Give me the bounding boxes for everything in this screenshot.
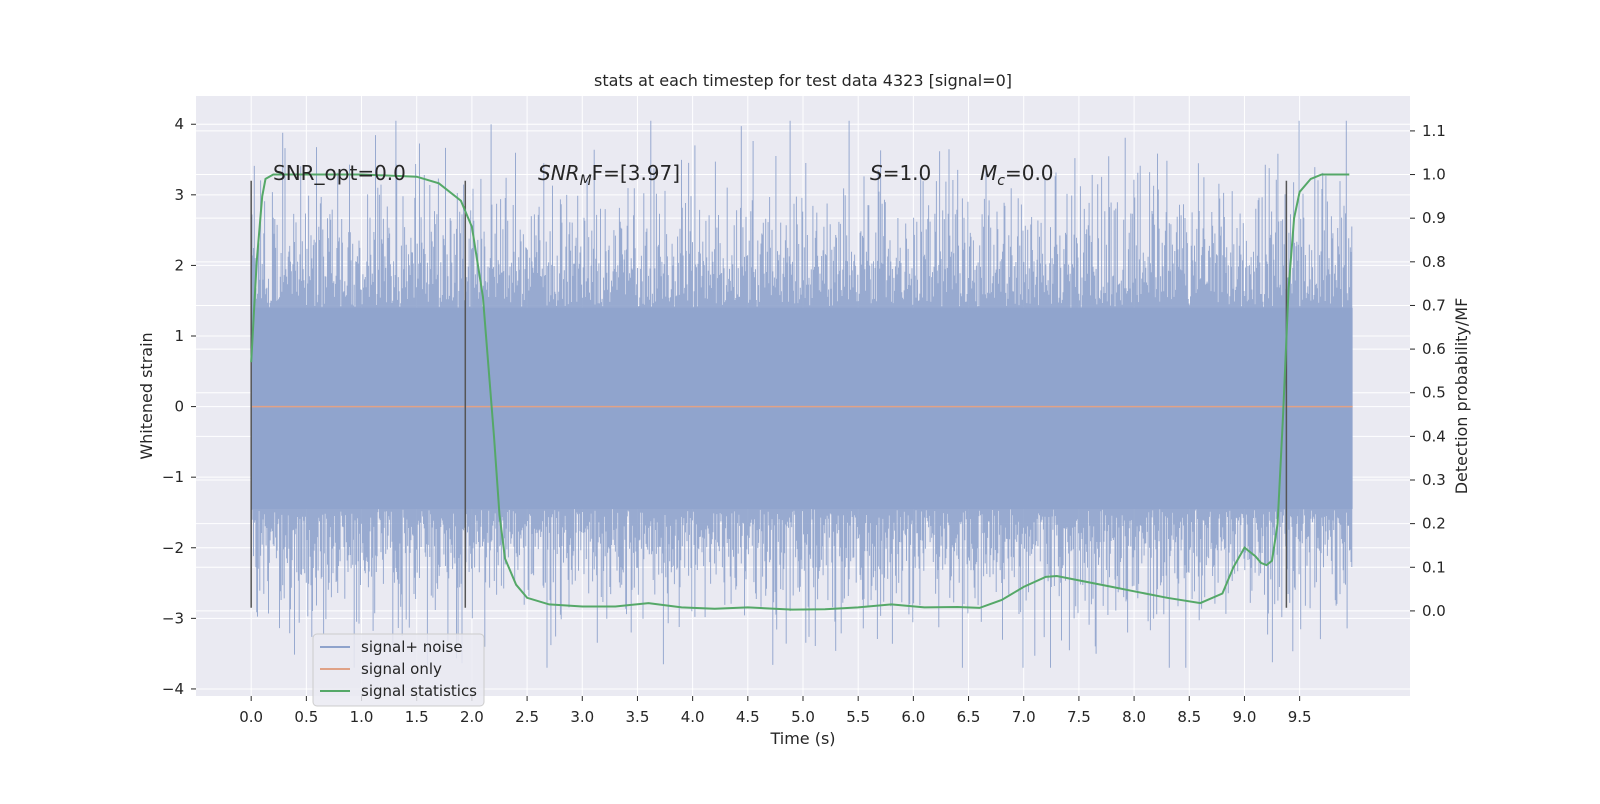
x-tick-label-2: 1.0 (350, 708, 374, 726)
x-tick-label-1: 0.5 (294, 708, 318, 726)
annotation-snr-mf-prefix: SNR (538, 161, 580, 185)
x-tick-label-6: 3.0 (570, 708, 594, 726)
y-tick-label-0: 4 (174, 115, 184, 133)
annotation-mc-sub: c (997, 173, 1005, 189)
legend-label-noise: signal+ noise (361, 638, 463, 656)
x-tick-label-7: 3.5 (626, 708, 650, 726)
y2-tick-label-0: 1.1 (1422, 122, 1446, 140)
y-axis-label: Whitened strain (137, 332, 156, 459)
y-tick-label-1: 3 (174, 186, 184, 204)
x-ticks: 0.0 0.5 1.0 1.5 2.0 2.5 3.0 3.5 4.0 4.5 5.0 5.5 6.0 6… (239, 696, 1312, 726)
x-tick-label-8: 4.0 (681, 708, 705, 726)
x-tick-label-13: 6.5 (957, 708, 981, 726)
y2-tick-label-4: 0.7 (1422, 296, 1446, 314)
y2-tick-label-2: 0.9 (1422, 209, 1446, 227)
marker-lines (250, 180, 1288, 608)
x-tick-label-14: 7.0 (1012, 708, 1036, 726)
x-tick-label-11: 5.5 (846, 708, 870, 726)
x-tick-label-5: 2.5 (515, 708, 539, 726)
y2-tick-label-1: 1.0 (1422, 166, 1446, 184)
chart-title: stats at each timestep for test data 432… (594, 71, 1012, 90)
x-tick-label-0: 0.0 (239, 708, 263, 726)
y-tick-label-5: −1 (162, 468, 184, 486)
x-tick-label-16: 8.0 (1122, 708, 1146, 726)
y-tick-label-7: −3 (162, 609, 184, 627)
x-tick-label-19: 9.5 (1288, 708, 1312, 726)
y-ticks: 4 3 2 1 0 −1 −2 −3 −4 (162, 115, 196, 698)
y2-tick-label-7: 0.4 (1422, 427, 1446, 445)
legend-box (312, 633, 485, 707)
annotation-mc-prefix: M (980, 161, 997, 185)
y2-tick-label-9: 0.2 (1422, 515, 1446, 533)
y2-axis-label: Detection probability/MF (1452, 298, 1471, 495)
x-tick-label-3: 1.5 (405, 708, 429, 726)
legend-label-signal: signal only (361, 660, 442, 678)
annotation-snr-mf-sub: M (580, 173, 592, 189)
y-tick-label-3: 1 (174, 327, 184, 345)
annotation-mc-suffix: =0.0 (1005, 161, 1054, 185)
signal-statistics-line (250, 173, 1350, 611)
y-tick-label-2: 2 (174, 256, 184, 274)
annotation-snr-opt: SNR_opt=0.0 (273, 161, 406, 185)
annotation-s-prefix: S (870, 161, 883, 185)
y-tick-label-6: −2 (162, 539, 184, 557)
x-tick-label-12: 6.0 (901, 708, 925, 726)
annotation-s-suffix: =1.0 (883, 161, 932, 185)
x-axis-label: Time (s) (769, 729, 835, 748)
y2-tick-label-8: 0.3 (1422, 471, 1446, 489)
annotation-s: S=1.0 (870, 161, 931, 185)
x-tick-label-15: 7.5 (1067, 708, 1091, 726)
x-tick-label-10: 5.0 (791, 708, 815, 726)
y2-tick-label-3: 0.8 (1422, 253, 1446, 271)
y-tick-label-8: −4 (162, 680, 184, 698)
annotation-snr-mf: SNRMF=[3.97] (538, 161, 680, 189)
y-tick-label-4: 0 (174, 398, 184, 416)
legend: signal+ noise signal only signal statist… (312, 633, 485, 707)
x-tick-label-17: 8.5 (1177, 708, 1201, 726)
y2-ticks: 1.1 1.0 0.9 0.8 0.7 0.6 0.5 0.4 0.3 0.2 0.1 0.0 (1410, 122, 1446, 620)
y2-tick-label-10: 0.1 (1422, 558, 1446, 576)
signal-noise-series (250, 120, 1353, 668)
x-tick-label-4: 2.0 (460, 708, 484, 726)
x-tick-label-9: 4.5 (736, 708, 760, 726)
x-tick-label-18: 9.0 (1233, 708, 1257, 726)
y2-tick-label-11: 0.0 (1422, 602, 1446, 620)
y2-tick-label-5: 0.6 (1422, 340, 1446, 358)
legend-label-stats: signal statistics (361, 682, 477, 700)
annotation-snr-mf-suffix: F=[3.97] (592, 161, 680, 185)
annotation-mc: Mc=0.0 (980, 161, 1054, 189)
y2-tick-label-6: 0.5 (1422, 384, 1446, 402)
